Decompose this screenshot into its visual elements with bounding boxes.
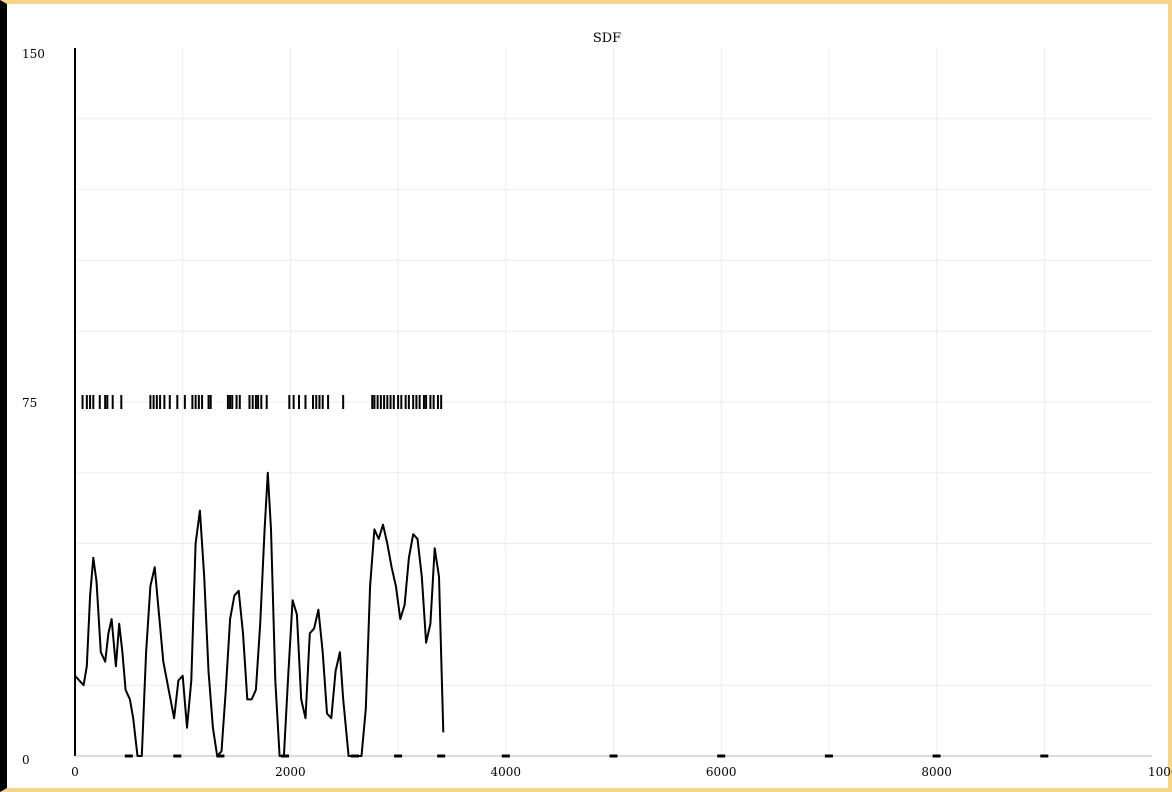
x-tick-label: 2000 bbox=[275, 765, 306, 779]
tick-labels: 020004000600080001000075150 bbox=[22, 47, 1172, 779]
x-tick-label: 6000 bbox=[706, 765, 737, 779]
x-tick-label: 4000 bbox=[491, 765, 522, 779]
x-tick-label: 0 bbox=[71, 765, 79, 779]
chart-title: SDF bbox=[593, 31, 621, 46]
y-tick-label: 150 bbox=[22, 47, 45, 61]
x-tick-label: 8000 bbox=[921, 765, 952, 779]
y-tick-label: 75 bbox=[22, 396, 37, 410]
y-tick-label: 0 bbox=[22, 753, 30, 767]
